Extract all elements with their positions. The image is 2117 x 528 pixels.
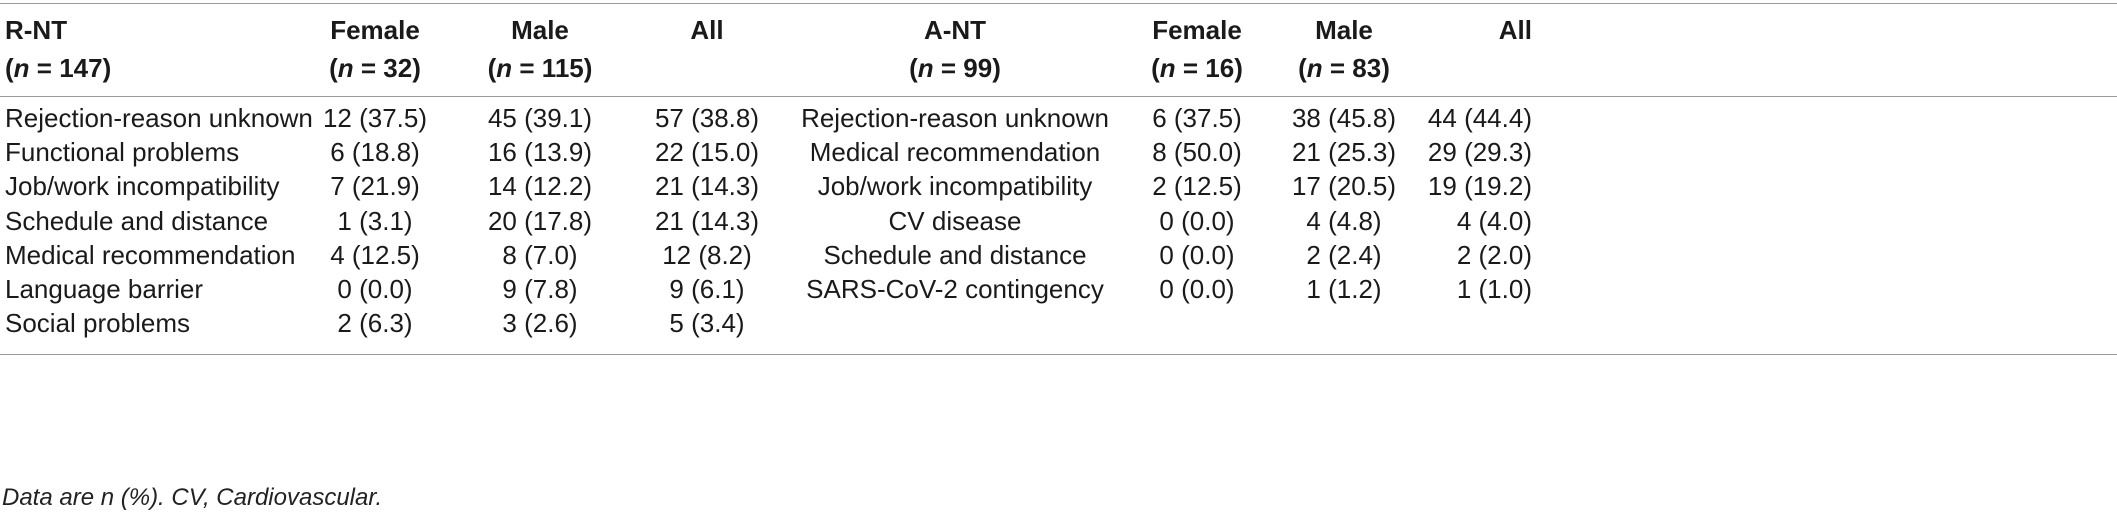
right-row-reason: CV disease — [888, 206, 1022, 236]
right-female-header: Female — [1152, 15, 1242, 45]
right-row-all: 1 (1.0) — [1456, 274, 1532, 304]
right-row-all: 44 (44.4) — [1427, 103, 1532, 133]
right-row-reason: Schedule and distance — [823, 240, 1087, 270]
left-row-all: 22 (15.0) — [654, 137, 760, 167]
left-row-male: 45 (39.1) — [487, 103, 593, 133]
right-row-male: 1 (1.2) — [1306, 274, 1382, 304]
right-male-header: Male — [1315, 15, 1373, 45]
left-row-female: 0 (0.0) — [337, 274, 413, 304]
right-male-count: (n = 83) — [1298, 53, 1390, 83]
right-row-reason: Job/work incompatibility — [817, 171, 1093, 201]
right-row-female: 8 (50.0) — [1152, 137, 1242, 167]
right-row-female: 0 (0.0) — [1159, 240, 1235, 270]
header-rule — [0, 96, 2117, 97]
left-all-header: All — [690, 15, 724, 45]
left-male-header: Male — [511, 15, 569, 45]
left-row-male: 16 (13.9) — [487, 137, 593, 167]
right-female-count: (n = 16) — [1151, 53, 1243, 83]
right-row-male: 21 (25.3) — [1291, 137, 1397, 167]
table-footnote: Data are n (%). CV, Cardiovascular. — [2, 484, 383, 511]
right-row-all: 2 (2.0) — [1456, 240, 1532, 270]
right-row-reason: SARS-CoV-2 contingency — [806, 274, 1104, 304]
left-row-reason: Schedule and distance — [5, 206, 269, 236]
right-row-reason: Rejection-reason unknown — [801, 103, 1109, 133]
right-row-male: 17 (20.5) — [1291, 171, 1397, 201]
left-row-male: 20 (17.8) — [487, 206, 593, 236]
left-row-all: 57 (38.8) — [654, 103, 760, 133]
left-group-label: R-NT — [5, 15, 68, 45]
left-male-count: (n = 115) — [487, 53, 593, 83]
left-row-reason: Medical recommendation — [5, 240, 296, 270]
left-row-male: 14 (12.2) — [487, 171, 593, 201]
left-row-reason: Functional problems — [5, 137, 240, 167]
right-row-female: 0 (0.0) — [1159, 206, 1235, 236]
left-female-header: Female — [330, 15, 420, 45]
right-row-female: 2 (12.5) — [1152, 171, 1242, 201]
left-row-female: 4 (12.5) — [330, 240, 420, 270]
right-row-female: 6 (37.5) — [1152, 103, 1242, 133]
bottom-rule — [0, 354, 2117, 355]
right-row-all: 19 (19.2) — [1427, 171, 1532, 201]
left-row-male: 8 (7.0) — [502, 240, 578, 270]
left-row-all: 12 (8.2) — [662, 240, 752, 270]
left-row-male: 9 (7.8) — [502, 274, 578, 304]
left-row-reason: Job/work incompatibility — [5, 171, 280, 201]
left-row-all: 21 (14.3) — [654, 206, 760, 236]
right-row-male: 38 (45.8) — [1291, 103, 1397, 133]
left-female-count: (n = 32) — [329, 53, 421, 83]
left-row-reason: Language barrier — [5, 274, 204, 304]
right-row-all: 29 (29.3) — [1427, 137, 1532, 167]
right-group-count: (n = 99) — [909, 53, 1001, 83]
left-row-all: 21 (14.3) — [654, 171, 760, 201]
left-row-all: 5 (3.4) — [669, 308, 745, 338]
left-row-all: 9 (6.1) — [669, 274, 745, 304]
top-rule — [0, 3, 2117, 4]
right-all-header: All — [1498, 15, 1532, 45]
right-row-all: 4 (4.0) — [1456, 206, 1532, 236]
left-row-reason: Rejection-reason unknown — [5, 103, 313, 133]
right-row-male: 2 (2.4) — [1306, 240, 1382, 270]
left-row-female: 12 (37.5) — [322, 103, 428, 133]
left-row-female: 7 (21.9) — [330, 171, 420, 201]
right-row-female: 0 (0.0) — [1159, 274, 1235, 304]
right-row-reason: Medical recommendation — [809, 137, 1101, 167]
left-row-female: 6 (18.8) — [330, 137, 420, 167]
right-group-label: A-NT — [923, 15, 987, 45]
left-group-count: (n = 147) — [5, 53, 112, 83]
left-row-female: 1 (3.1) — [337, 206, 413, 236]
left-row-male: 3 (2.6) — [502, 308, 578, 338]
left-row-female: 2 (6.3) — [337, 308, 413, 338]
right-row-male: 4 (4.8) — [1306, 206, 1382, 236]
left-row-reason: Social problems — [5, 308, 190, 338]
